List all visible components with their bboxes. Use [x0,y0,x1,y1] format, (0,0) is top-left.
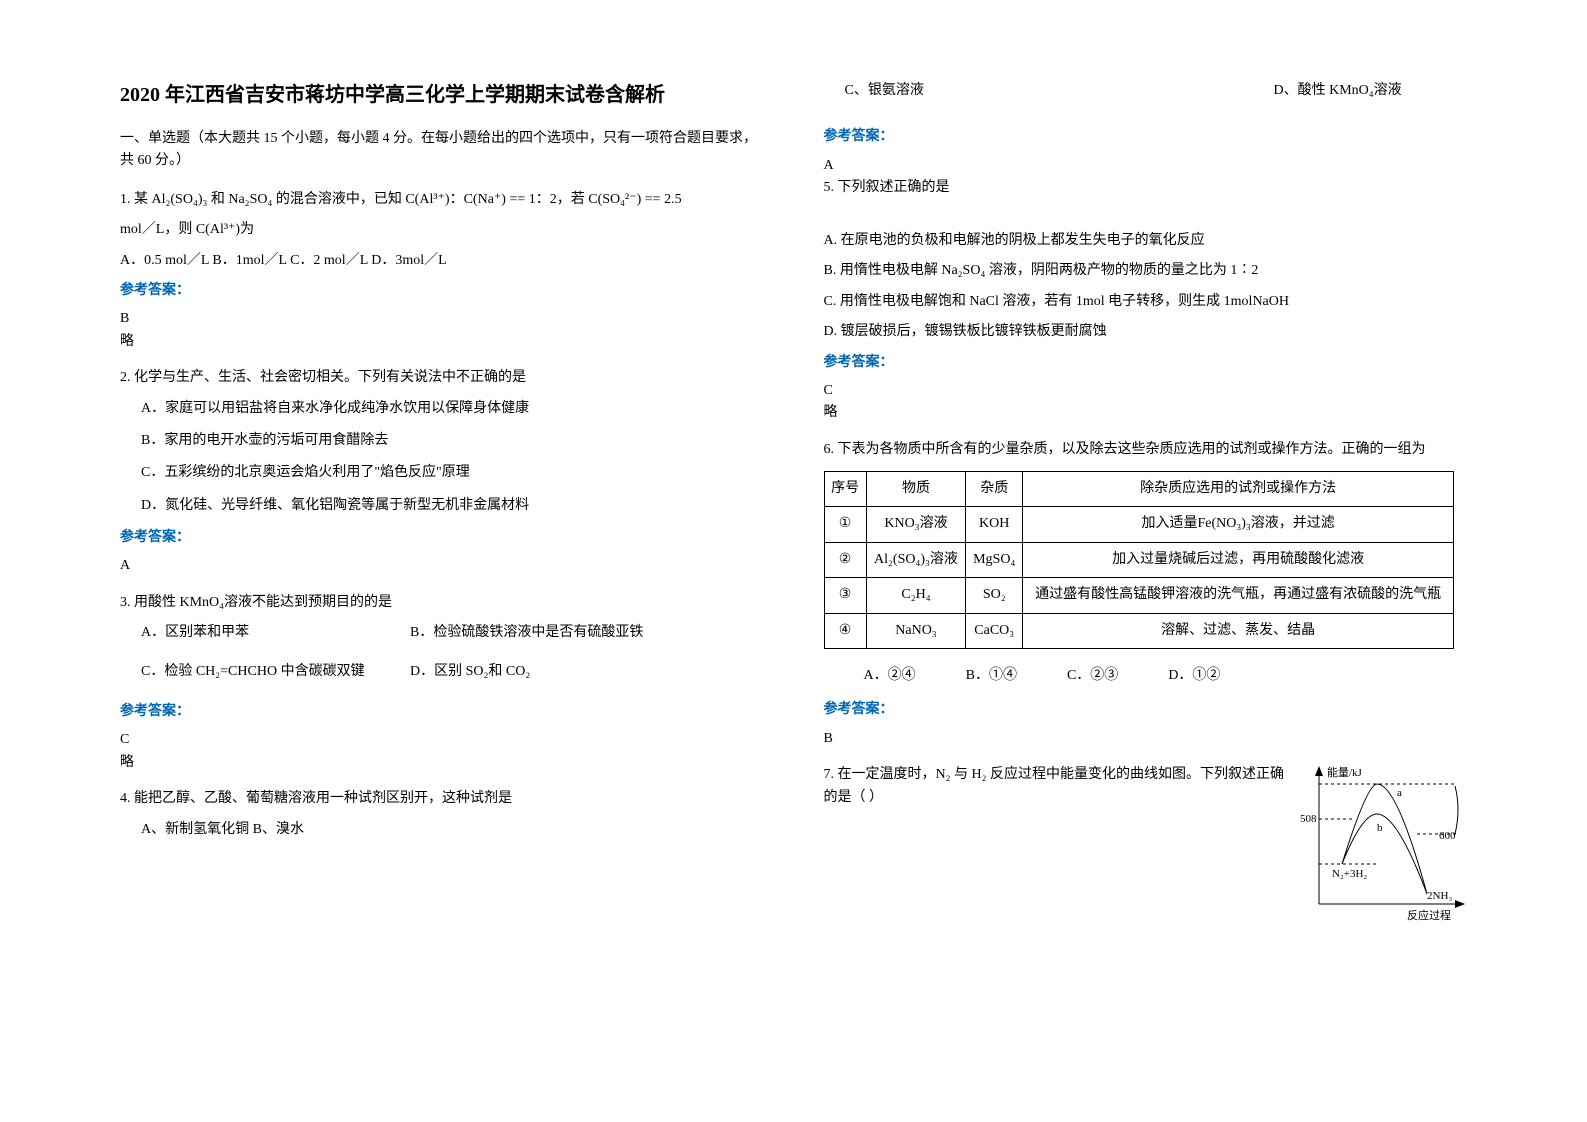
energy-diagram-svg: 能量/kJ 508 600 a b N₂+3H₂ 2NH₃ 反应过程 [1297,764,1467,924]
question-1-stem-b: mol／L，则 C(Al³⁺)为 [120,219,764,241]
question-6-opt-a: A．②④ [864,665,916,687]
question-5-opt-c: C. 用惰性电极电解饱和 NaCl 溶液，若有 1mol 电子转移，则生成 1m… [824,291,1468,313]
question-7: 能量/kJ 508 600 a b N₂+3H₂ 2NH₃ 反应过程 7. 在一… [824,764,1468,924]
question-3-stem: 3. 用酸性 KMnO₄溶液不能达到预期目的的是 [120,592,764,614]
question-3-row2: C．检验 CH₂=CHCHO 中含碳碳双键 D．区别 SO₂和 CO₂ [120,661,764,693]
question-5: 5. 下列叙述正确的是 A. 在原电池的负极和电解池的阴极上都发生失电子的氧化反… [824,177,1468,425]
curve-b-label: b [1377,822,1383,834]
tick-508: 508 [1300,813,1317,825]
question-6-opt-c: C．②③ [1067,665,1118,687]
cell-no: ① [824,507,866,542]
question-4-answer: A [824,155,1468,177]
cell-method: 加入过量烧碱后过滤，再用硫酸酸化滤液 [1023,542,1454,577]
question-2-opt-d: D．氮化硅、光导纤维、氧化铝陶瓷等属于新型无机非金属材料 [120,495,764,517]
question-5-brief: 略 [824,402,1468,424]
purity-table: 序号 物质 杂质 除杂质应选用的试剂或操作方法 ① KNO₃溶液 KOH 加入适… [824,471,1455,649]
cell-imp: SO₂ [966,578,1023,613]
cell-method: 加入适量Fe(NO₃)₃溶液，并过滤 [1023,507,1454,542]
reactant-label: N₂+3H₂ [1332,868,1367,880]
product-label: 2NH₃ [1427,890,1452,902]
cell-imp: MgSO₄ [966,542,1023,577]
question-3-opt-b: B．检验硫酸铁溶液中是否有硫酸亚铁 [410,622,643,654]
question-5-stem: 5. 下列叙述正确的是 [824,177,1468,199]
tick-600: 600 [1439,830,1456,842]
energy-diagram: 能量/kJ 508 600 a b N₂+3H₂ 2NH₃ 反应过程 [1297,764,1467,924]
question-6-opt-b: B．①④ [966,665,1017,687]
question-3-opt-c: C．检验 CH₂=CHCHO 中含碳碳双键 [120,661,380,683]
answer-label: 参考答案： [824,126,1468,148]
th-sub: 物质 [866,472,966,507]
question-4-opt-d: D、酸性 KMnO₄溶液 [1274,80,1402,112]
cell-no: ③ [824,578,866,613]
answer-label: 参考答案： [824,699,1468,721]
cell-no: ② [824,542,866,577]
section-1-header: 一、单选题（本大题共 15 个小题，每小题 4 分。在每小题给出的四个选项中，只… [120,128,764,173]
question-1-answer: B [120,308,764,330]
question-6: 6. 下表为各物质中所含有的少量杂质，以及除去这些杂质应选用的试剂或操作方法。正… [824,439,1468,751]
question-4: 4. 能把乙醇、乙酸、葡萄糖溶液用一种试剂区别开，这种试剂是 A、新制氢氧化铜 … [120,788,764,841]
answer-label: 参考答案： [120,280,764,302]
cell-sub: NaNO₃ [866,613,966,648]
x-axis-label: 反应过程 [1407,908,1451,922]
question-2-opt-c: C．五彩缤纷的北京奥运会焰火利用了"焰色反应"原理 [120,462,764,484]
cell-imp: KOH [966,507,1023,542]
question-4-row1: A、新制氢氧化铜 B、溴水 [120,819,764,841]
question-5-answer: C [824,380,1468,402]
th-method: 除杂质应选用的试剂或操作方法 [1023,472,1454,507]
table-row: ③ C₂H₄ SO₂ 通过盛有酸性高锰酸钾溶液的洗气瓶，再通过盛有浓硫酸的洗气瓶 [824,578,1454,613]
question-5-opt-b: B. 用惰性电极电解 Na₂SO₄ 溶液，阴阳两极产物的物质的量之比为 1∶2 [824,260,1468,282]
table-row: ② Al₂(SO₄)₃溶液 MgSO₄ 加入过量烧碱后过滤，再用硫酸酸化滤液 [824,542,1454,577]
question-6-answer: B [824,728,1468,750]
table-header-row: 序号 物质 杂质 除杂质应选用的试剂或操作方法 [824,472,1454,507]
cell-sub: C₂H₄ [866,578,966,613]
question-2-opt-a: A．家庭可以用铝盐将自来水净化成纯净水饮用以保障身体健康 [120,398,764,420]
question-1-options: A．0.5 mol／L B．1mol／L C．2 mol／L D．3mol／L [120,250,764,272]
question-4-row2: C、银氨溶液 D、酸性 KMnO₄溶液 [824,80,1468,112]
question-1-stem-a: 1. 某 Al₂(SO₄)₃ 和 Na₂SO₄ 的混合溶液中，已知 C(Al³⁺… [120,189,764,211]
exam-title: 2020 年江西省吉安市蒋坊中学高三化学上学期期末试卷含解析 [120,80,764,110]
table-row: ④ NaNO₃ CaCO₃ 溶解、过滤、蒸发、结晶 [824,613,1454,648]
question-3-opt-d: D．区别 SO₂和 CO₂ [410,661,530,693]
cell-method: 溶解、过滤、蒸发、结晶 [1023,613,1454,648]
answer-label: 参考答案： [120,527,764,549]
cell-sub: KNO₃溶液 [866,507,966,542]
question-2-opt-b: B．家用的电开水壶的污垢可用食醋除去 [120,430,764,452]
left-column: 2020 年江西省吉安市蒋坊中学高三化学上学期期末试卷含解析 一、单选题（本大题… [100,80,794,1082]
question-5-opt-d: D. 镀层破损后，镀锡铁板比镀锌铁板更耐腐蚀 [824,321,1468,343]
question-3-answer: C [120,729,764,751]
question-6-stem: 6. 下表为各物质中所含有的少量杂质，以及除去这些杂质应选用的试剂或操作方法。正… [824,439,1468,461]
cell-sub: Al₂(SO₄)₃溶液 [866,542,966,577]
question-2: 2. 化学与生产、生活、社会密切相关。下列有关说法中不正确的是 A．家庭可以用铝… [120,367,764,578]
question-4-opt-c: C、银氨溶液 [824,80,1244,102]
section-1-text: 一、单选题（本大题共 15 个小题，每小题 4 分。在每小题给出的四个选项中，只… [120,131,757,168]
question-2-stem: 2. 化学与生产、生活、社会密切相关。下列有关说法中不正确的是 [120,367,764,389]
th-no: 序号 [824,472,866,507]
curve-a-label: a [1397,787,1402,799]
table-row: ① KNO₃溶液 KOH 加入适量Fe(NO₃)₃溶液，并过滤 [824,507,1454,542]
question-3-opt-a: A．区别苯和甲苯 [120,622,380,644]
question-3-brief: 略 [120,752,764,774]
question-5-opt-a: A. 在原电池的负极和电解池的阴极上都发生失电子的氧化反应 [824,230,1468,252]
y-axis-label: 能量/kJ [1327,765,1363,779]
answer-label: 参考答案： [824,352,1468,374]
answer-label: 参考答案： [120,701,764,723]
question-1-brief: 略 [120,331,764,353]
th-imp: 杂质 [966,472,1023,507]
cell-no: ④ [824,613,866,648]
cell-imp: CaCO₃ [966,613,1023,648]
question-6-opt-d: D．①② [1168,665,1220,687]
question-6-options: A．②④ B．①④ C．②③ D．①② [824,665,1468,687]
question-3-row1: A．区别苯和甲苯 B．检验硫酸铁溶液中是否有硫酸亚铁 [120,622,764,654]
question-4-stem: 4. 能把乙醇、乙酸、葡萄糖溶液用一种试剂区别开，这种试剂是 [120,788,764,810]
question-3: 3. 用酸性 KMnO₄溶液不能达到预期目的的是 A．区别苯和甲苯 B．检验硫酸… [120,592,764,774]
question-2-answer: A [120,555,764,577]
right-column: C、银氨溶液 D、酸性 KMnO₄溶液 参考答案： A 5. 下列叙述正确的是 … [794,80,1488,1082]
cell-method: 通过盛有酸性高锰酸钾溶液的洗气瓶，再通过盛有浓硫酸的洗气瓶 [1023,578,1454,613]
question-1: 1. 某 Al₂(SO₄)₃ 和 Na₂SO₄ 的混合溶液中，已知 C(Al³⁺… [120,189,764,353]
